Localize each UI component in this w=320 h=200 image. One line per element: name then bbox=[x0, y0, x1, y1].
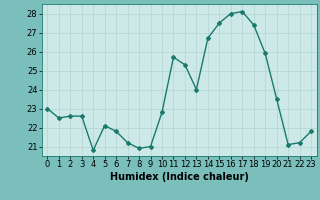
X-axis label: Humidex (Indice chaleur): Humidex (Indice chaleur) bbox=[110, 172, 249, 182]
